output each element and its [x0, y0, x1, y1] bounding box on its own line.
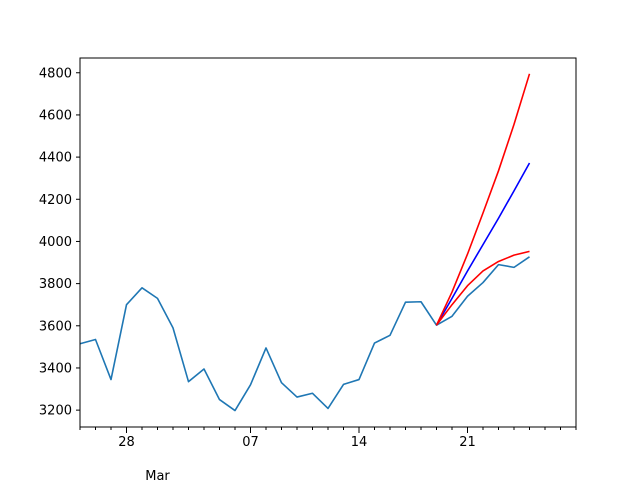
- plot-frame: [79, 57, 577, 428]
- series-line-3: [435, 73, 531, 326]
- x-tick-label: 07: [242, 435, 259, 450]
- series-line-2: [435, 162, 531, 326]
- y-tick-label: 4200: [39, 193, 72, 208]
- series-layer: [79, 73, 531, 412]
- y-tick-label: 3200: [39, 404, 72, 419]
- x-tick-label: 21: [459, 435, 476, 450]
- y-tick-label: 4000: [39, 235, 72, 250]
- y-tick-label: 4600: [39, 108, 72, 123]
- series-line-1: [79, 256, 530, 412]
- y-tick-label: 4400: [39, 151, 72, 166]
- y-tick-label: 3800: [39, 277, 72, 292]
- y-tick-label: 3600: [39, 319, 72, 334]
- x-tick-label: 14: [351, 435, 368, 450]
- y-tick-label: 3400: [39, 361, 72, 376]
- y-tick-label: 4800: [39, 66, 72, 81]
- x-tick-label: 28: [118, 435, 135, 450]
- axes-layer: 3200 3400 3600 3800 4000 4200 4400 4600 4800 28 07…: [39, 66, 577, 480]
- x-month-label: Mar: [145, 469, 170, 480]
- series-line-4: [435, 250, 530, 326]
